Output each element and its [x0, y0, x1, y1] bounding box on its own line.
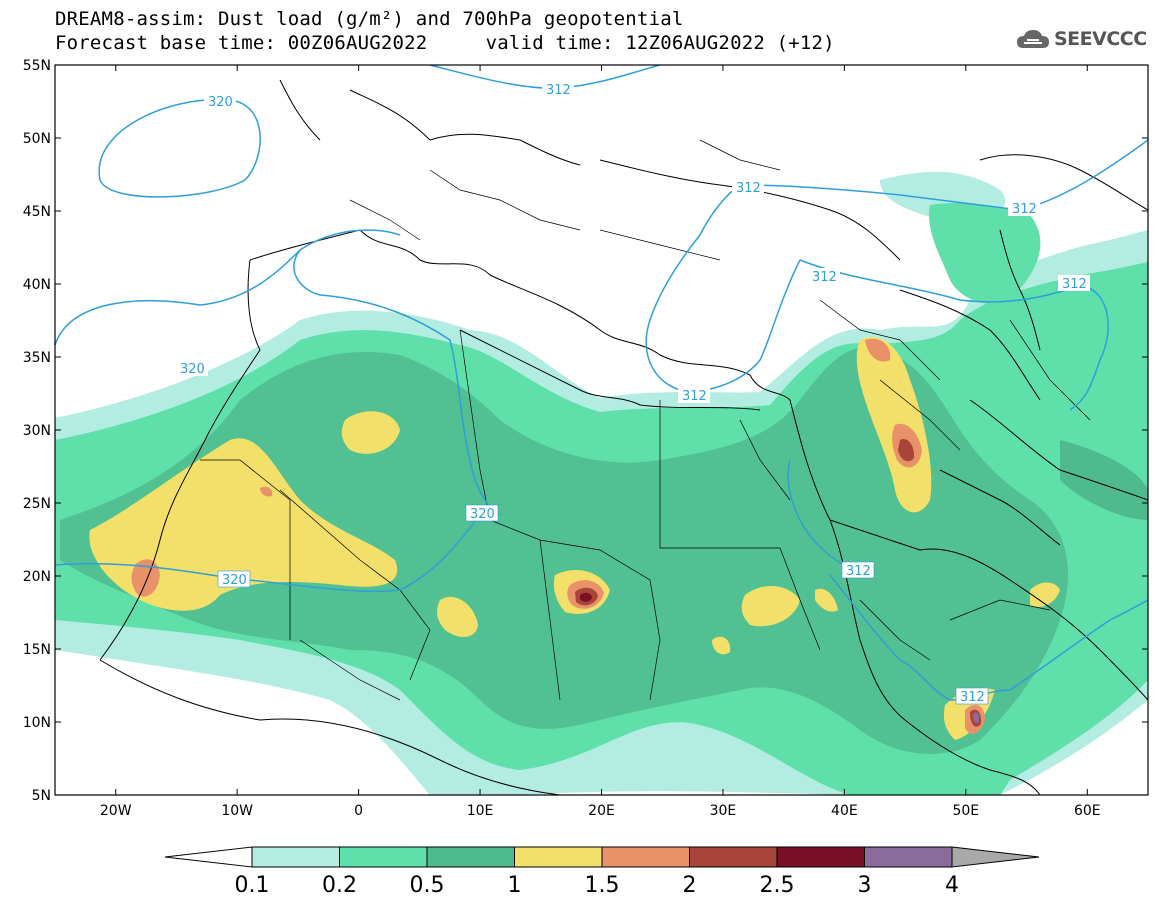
contour-label: 312 — [546, 83, 571, 98]
longitude-axis: 20W 10W 0 10E 20E 30E 40E 50E 60E — [100, 65, 1101, 819]
lat-tick-label: 20N — [23, 569, 51, 585]
cloud-icon — [1017, 30, 1049, 48]
contour-label: 312 — [682, 389, 707, 404]
colorbar-label: 2.5 — [760, 873, 795, 898]
colorbar-swatch — [776, 846, 865, 868]
dust-band-25 — [580, 592, 592, 602]
colorbar-label: 1 — [508, 873, 522, 898]
lon-tick-label: 40E — [831, 803, 858, 819]
lon-tick-label: 20E — [588, 803, 615, 819]
contour-label: 320 — [222, 573, 247, 588]
country-borders — [200, 139, 1091, 701]
contour-label: 312 — [736, 181, 761, 196]
valid-time: valid time: 12Z06AUG2022 (+12) — [485, 32, 835, 54]
lat-tick-label: 45N — [23, 204, 51, 220]
colorbar-label: 3 — [858, 873, 872, 898]
lon-tick-label: 10W — [221, 803, 253, 819]
colorbar-swatch — [251, 846, 340, 868]
contour-label: 312 — [1012, 202, 1037, 217]
base-time: Forecast base time: 00Z06AUG2022 — [55, 32, 428, 54]
contour-label: 312 — [1062, 277, 1087, 292]
lon-tick-label: 60E — [1074, 803, 1101, 819]
colorbar-label: 0.5 — [410, 873, 445, 898]
colorbar-label: 1.5 — [585, 873, 620, 898]
forecast-times: Forecast base time: 00Z06AUG2022 valid t… — [55, 32, 835, 54]
colorbar-swatch — [601, 846, 690, 868]
seevccc-logo: SEEVCCC — [1016, 28, 1147, 50]
contour-label: 312 — [812, 270, 837, 285]
lon-tick-label: 50E — [952, 803, 979, 819]
colorbar-high-arrow — [951, 846, 1040, 868]
lat-tick-label: 50N — [23, 131, 51, 147]
lat-tick-label: 35N — [23, 350, 51, 366]
lat-tick-label: 55N — [23, 58, 51, 74]
colorbar-swatch — [514, 846, 603, 868]
colorbar-swatch — [339, 846, 428, 868]
lon-tick-label: 20W — [100, 803, 132, 819]
latitude-axis: 5N 10N 15N 20N 25N 30N 35N 40N 45N 50N 55N — [23, 58, 1148, 804]
lat-tick-label: 25N — [23, 496, 51, 512]
lat-tick-label: 10N — [23, 715, 51, 731]
contour-label: 320 — [470, 507, 495, 522]
contour-label: 312 — [846, 564, 871, 579]
contour-label: 312 — [960, 690, 985, 705]
colorbar-swatch — [689, 846, 778, 868]
lat-tick-label: 40N — [23, 277, 51, 293]
lon-tick-label: 0 — [354, 803, 363, 819]
lon-tick-label: 10E — [467, 803, 494, 819]
colorbar-label: 4 — [945, 873, 959, 898]
logo-text: SEEVCCC — [1054, 28, 1147, 50]
dust-band-05 — [60, 347, 1148, 754]
colorbar-label: 0.2 — [322, 873, 357, 898]
lat-tick-label: 30N — [23, 423, 51, 439]
dust-band-3 — [973, 712, 980, 724]
contour-label: 320 — [208, 95, 233, 110]
lon-tick-label: 30E — [710, 803, 737, 819]
map-title: DREAM8-assim: Dust load (g/m²) and 700hP… — [55, 8, 684, 30]
colorbar-swatch — [426, 846, 515, 868]
colorbar-swatch — [864, 846, 953, 868]
lat-tick-label: 5N — [32, 788, 51, 804]
colorbar-low-arrow — [164, 846, 253, 868]
lat-tick-label: 15N — [23, 642, 51, 658]
contour-labels: 320 312 312 312 312 320 312 320 312 312 … — [176, 81, 1090, 705]
colorbar-label: 0.1 — [235, 873, 270, 898]
colorbar: 0.1 0.2 0.5 1 1.5 2 2.5 3 4 — [164, 846, 1040, 898]
contour-label: 320 — [180, 362, 205, 377]
colorbar-label: 2 — [683, 873, 697, 898]
